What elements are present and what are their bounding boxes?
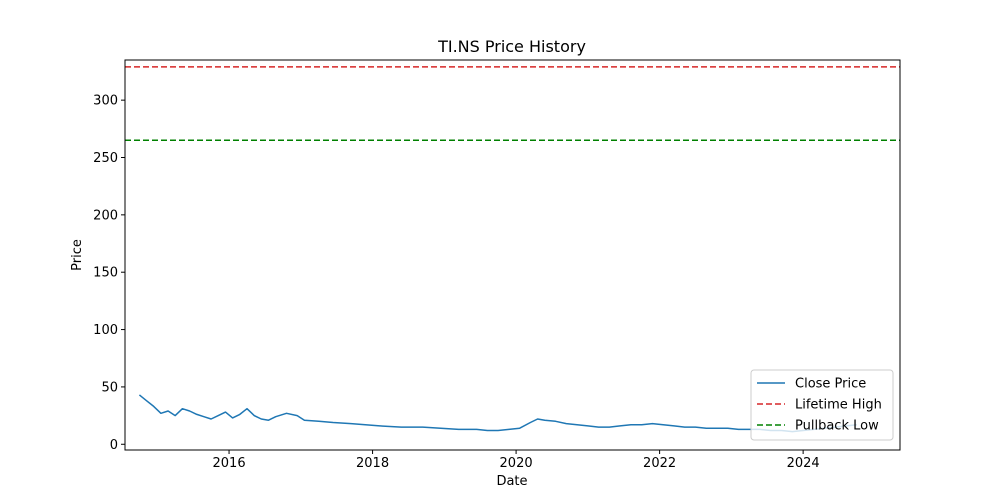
y-tick-label: 200 xyxy=(93,208,118,223)
y-tick-label: 150 xyxy=(93,266,118,281)
y-tick-label: 250 xyxy=(93,151,118,166)
legend-label: Close Price xyxy=(795,377,866,392)
x-tick-label: 2016 xyxy=(213,456,246,471)
legend: Close Price Lifetime High Pullback Low xyxy=(750,369,894,441)
legend-label: Lifetime High xyxy=(795,398,882,413)
plot-area xyxy=(125,66,900,433)
x-tick-label: 2024 xyxy=(787,456,820,471)
plot-frame xyxy=(124,59,901,451)
chart-title: TI.NS Price History xyxy=(437,37,586,56)
y-tick-label: 100 xyxy=(93,323,118,338)
x-tick-label: 2018 xyxy=(356,456,389,471)
legend-label: Pullback Low xyxy=(795,419,879,434)
y-axis: 0 50 100 150 200 250 300 xyxy=(93,94,125,453)
y-tick-label: 50 xyxy=(101,380,118,395)
legend-box xyxy=(750,369,894,441)
series-line-1 xyxy=(138,394,857,433)
y-tick-label: 0 xyxy=(110,438,118,453)
x-axis: 2016 2018 2020 2022 2024 xyxy=(213,450,820,471)
y-tick-label: 300 xyxy=(93,94,118,109)
x-tick-label: 2022 xyxy=(643,456,676,471)
y-axis-label: Price xyxy=(70,239,85,271)
x-axis-label: Date xyxy=(496,474,527,489)
x-tick-label: 2020 xyxy=(500,456,533,471)
